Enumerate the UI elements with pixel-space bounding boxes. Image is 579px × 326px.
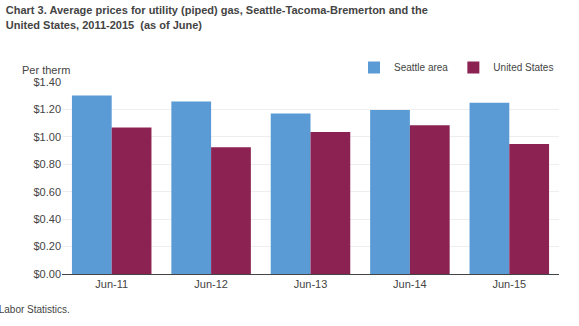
svg-text:Jun-14: Jun-14 bbox=[393, 278, 427, 290]
svg-text:$1.00: $1.00 bbox=[33, 131, 61, 143]
svg-text:$0.00: $0.00 bbox=[33, 268, 61, 280]
svg-text:$0.40: $0.40 bbox=[33, 213, 61, 225]
svg-text:Jun-15: Jun-15 bbox=[492, 278, 526, 290]
svg-text:SOURCE: U.S. Bureau of Labor S: SOURCE: U.S. Bureau of Labor Statistics. bbox=[0, 304, 70, 315]
svg-text:Seattle area: Seattle area bbox=[394, 62, 448, 73]
svg-text:Per therm: Per therm bbox=[22, 64, 70, 76]
svg-text:Jun-11: Jun-11 bbox=[95, 278, 128, 290]
svg-text:$1.40: $1.40 bbox=[33, 76, 61, 88]
svg-text:Chart 3. Average prices for ut: Chart 3. Average prices for utility (pip… bbox=[6, 4, 428, 30]
svg-text:$1.20: $1.20 bbox=[33, 103, 61, 115]
svg-text:United States: United States bbox=[493, 62, 553, 73]
svg-text:$0.20: $0.20 bbox=[33, 240, 61, 252]
svg-text:$0.80: $0.80 bbox=[33, 158, 61, 170]
svg-text:Jun-13: Jun-13 bbox=[294, 278, 328, 290]
svg-text:Jun-12: Jun-12 bbox=[194, 278, 228, 290]
svg-text:$0.60: $0.60 bbox=[33, 186, 61, 198]
